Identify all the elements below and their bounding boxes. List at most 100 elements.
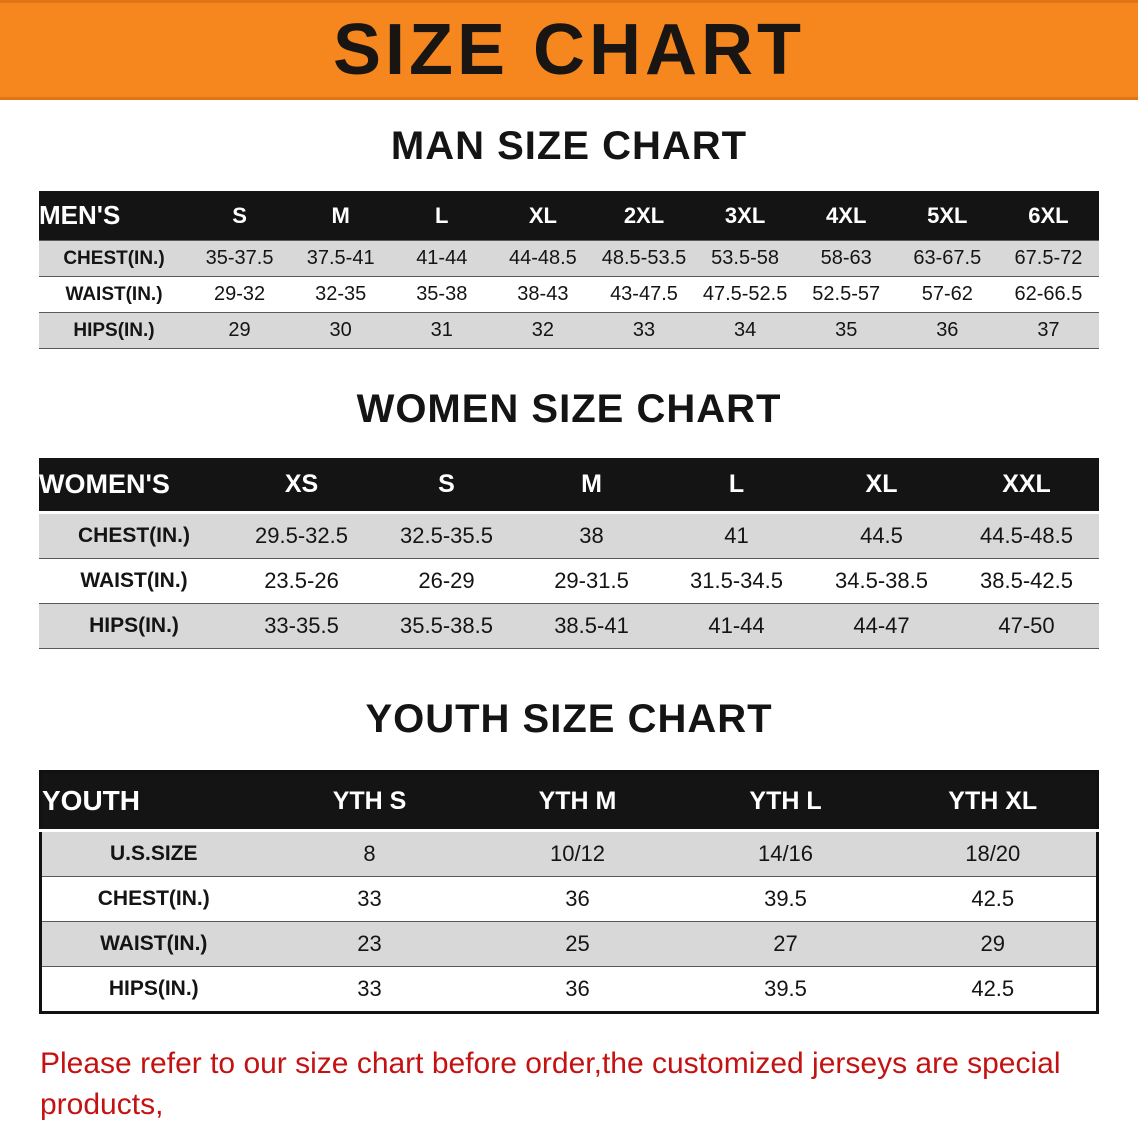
size-column-header: XS: [284, 470, 319, 498]
table-row: WAIST(IN.) 23.5-26 26-29 29-31.5 31.5-34.5 34…: [39, 558, 1099, 604]
size-value: 43-47.5: [610, 283, 678, 305]
size-value: 32-35: [315, 283, 367, 305]
men-section-title: MAN SIZE CHART: [390, 124, 748, 168]
table-row: WAIST(IN.) 23 25 27 29: [40, 921, 1098, 967]
size-column-header: M: [331, 202, 350, 228]
size-value: 37: [1037, 319, 1060, 341]
size-value: 27: [773, 931, 798, 956]
size-value: 29: [980, 931, 1005, 956]
size-value: 44.5-48.5: [980, 523, 1073, 548]
size-value: 35: [835, 319, 858, 341]
table-row: HIPS(IN.) 33-35.5 35.5-38.5 38.5-41 41-44 44-…: [39, 603, 1099, 649]
size-value: 41-44: [708, 613, 765, 638]
table-row: HIPS(IN.) 29 30 31 32 33 34 35 36 37: [39, 312, 1099, 349]
table-row: HIPS(IN.) 33 36 39.5 42.5: [40, 966, 1098, 1013]
disclaimer-note: Please refer to our size chart before or…: [40, 1044, 1098, 1132]
table-row: WAIST(IN.) 29-32 32-35 35-38 38-43 43-47.5 47.…: [39, 276, 1099, 313]
table-header-row: MEN'S S M L XL 2XL 3XL 4XL 5XL 6XL: [39, 191, 1099, 241]
row-label: WAIST(IN.): [65, 283, 163, 305]
size-value: 48.5-53.5: [601, 247, 687, 269]
size-value: 31.5-34.5: [690, 568, 783, 593]
size-value: 47.5-52.5: [702, 283, 788, 305]
size-value: 41-44: [416, 247, 468, 269]
size-value: 33: [632, 319, 656, 341]
size-value: 30: [329, 319, 352, 341]
size-value: 38: [579, 523, 604, 548]
youth-section-title: YOUTH SIZE CHART: [365, 697, 773, 741]
size-value: 47-50: [998, 613, 1055, 638]
size-value: 53.5-58: [711, 247, 780, 269]
women-section-title: WOMEN SIZE CHART: [356, 387, 782, 431]
size-column-header: 3XL: [724, 202, 766, 228]
table-header-row: WOMEN'S XS S M L XL XXL: [39, 458, 1099, 513]
size-value: 39.5: [764, 886, 807, 911]
table-row: CHEST(IN.) 35-37.5 37.5-41 41-44 44-48.5 48.5…: [39, 240, 1099, 277]
size-column-header: L: [728, 470, 745, 498]
size-column-header: 5XL: [927, 202, 968, 228]
size-column-header: L: [435, 202, 449, 228]
disclaimer-line-1: Please refer to our size chart before or…: [40, 1047, 1061, 1121]
size-value: 29-32: [213, 283, 266, 305]
size-column-header: 4XL: [826, 202, 867, 228]
women-size-table: WOMEN'S XS S M L XL XXL CHEST(IN.) 29.5-32.5 32.5…: [39, 458, 1099, 649]
size-value: 38.5-41: [554, 613, 629, 638]
size-column-header: XL: [865, 470, 898, 498]
size-value: 36: [936, 319, 959, 341]
row-label: HIPS(IN.): [73, 319, 155, 341]
table-header-row: YOUTH YTH S YTH M YTH L YTH XL: [40, 771, 1098, 831]
table-row: U.S.SIZE 8 10/12 14/16 18/20: [40, 830, 1098, 877]
size-value: 18/20: [965, 841, 1021, 866]
row-label: WAIST(IN.): [80, 569, 188, 592]
size-column-header: 2XL: [623, 202, 665, 228]
size-value: 8: [363, 841, 376, 866]
size-value: 36: [565, 886, 590, 911]
size-value: 26-29: [418, 568, 475, 593]
size-value: 44-48.5: [508, 247, 577, 269]
size-value: 42.5: [971, 976, 1015, 1001]
row-label: U.S.SIZE: [109, 842, 198, 865]
women-size-section: WOMEN SIZE CHART WOMEN'S XS S M L XL XXL CHEST(…: [0, 387, 1138, 649]
youth-size-table: YOUTH YTH S YTH M YTH L YTH XL U.S.SIZE 8 10/12…: [39, 770, 1099, 1014]
size-value: 58-63: [820, 247, 872, 269]
size-column-header: YTH XL: [948, 786, 1038, 815]
size-value: 39.5: [764, 976, 807, 1001]
size-value: 37.5-41: [306, 247, 375, 269]
size-value: 36: [565, 976, 590, 1001]
size-value: 29: [228, 319, 251, 341]
size-value: 32.5-35.5: [400, 523, 493, 548]
size-value: 34: [733, 319, 757, 341]
table-corner-label: MEN'S: [39, 200, 121, 230]
size-value: 57-62: [921, 283, 973, 305]
table-corner-label: YOUTH: [42, 785, 140, 816]
row-label: HIPS(IN.): [108, 977, 199, 1000]
size-value: 52.5-57: [812, 283, 881, 305]
size-value: 32: [531, 319, 554, 341]
size-column-header: 6XL: [1028, 202, 1069, 228]
size-value: 38-43: [517, 283, 569, 305]
size-value: 33: [357, 886, 382, 911]
size-column-header: M: [581, 470, 602, 498]
page-title: SIZE CHART: [333, 10, 805, 90]
size-column-header: XXL: [1002, 470, 1051, 498]
size-value: 23: [357, 931, 382, 956]
row-label: HIPS(IN.): [89, 614, 179, 637]
size-value: 35-38: [416, 283, 468, 305]
youth-size-section: YOUTH SIZE CHART YOUTH YTH S YTH M YTH L YTH…: [0, 697, 1138, 1014]
size-value: 62-66.5: [1014, 283, 1083, 305]
size-column-header: S: [232, 202, 247, 228]
size-value: 29.5-32.5: [255, 523, 348, 548]
size-column-header: YTH L: [749, 786, 822, 815]
size-column-header: YTH S: [332, 786, 407, 815]
men-size-section: MAN SIZE CHART MEN'S S M L XL 2XL 3XL 4XL 5XL 6XL…: [0, 124, 1138, 349]
size-value: 33-35.5: [264, 613, 339, 638]
size-value: 23.5-26: [264, 568, 339, 593]
size-chart-banner: SIZE CHART: [0, 0, 1138, 100]
size-value: 29-31.5: [554, 568, 629, 593]
size-value: 41: [724, 523, 749, 548]
size-value: 14/16: [757, 841, 814, 866]
row-label: CHEST(IN.): [63, 247, 165, 269]
size-value: 42.5: [971, 886, 1015, 911]
size-column-header: XL: [528, 202, 557, 228]
size-value: 38.5-42.5: [980, 568, 1073, 593]
size-value: 67.5-72: [1014, 247, 1083, 269]
